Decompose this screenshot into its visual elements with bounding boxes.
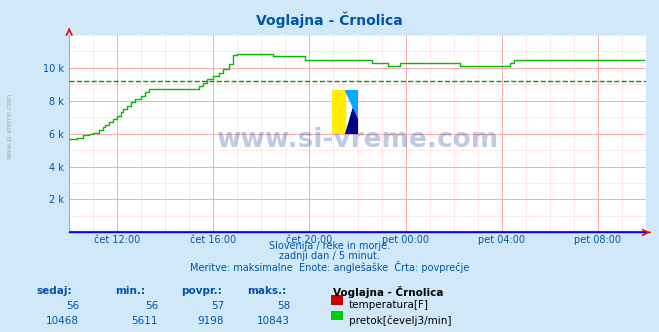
Text: zadnji dan / 5 minut.: zadnji dan / 5 minut. — [279, 251, 380, 261]
Text: povpr.:: povpr.: — [181, 286, 222, 295]
Polygon shape — [345, 90, 358, 119]
Text: maks.:: maks.: — [247, 286, 287, 295]
Text: Voglajna - Črnolica: Voglajna - Črnolica — [256, 12, 403, 28]
Text: 10843: 10843 — [257, 316, 290, 326]
Text: 57: 57 — [211, 301, 224, 311]
Text: temperatura[F]: temperatura[F] — [349, 300, 428, 310]
Text: pretok[čevelj3/min]: pretok[čevelj3/min] — [349, 315, 451, 326]
Text: min.:: min.: — [115, 286, 146, 295]
Text: 10468: 10468 — [46, 316, 79, 326]
Text: www.si-vreme.com: www.si-vreme.com — [216, 126, 499, 153]
Bar — [331, 90, 345, 134]
Text: Voglajna - Črnolica: Voglajna - Črnolica — [333, 286, 444, 297]
Text: 9198: 9198 — [198, 316, 224, 326]
Text: 56: 56 — [145, 301, 158, 311]
Text: Slovenija / reke in morje.: Slovenija / reke in morje. — [269, 241, 390, 251]
Text: 58: 58 — [277, 301, 290, 311]
Polygon shape — [345, 90, 358, 134]
Text: 56: 56 — [66, 301, 79, 311]
Text: www.si-vreme.com: www.si-vreme.com — [7, 93, 13, 159]
Text: sedaj:: sedaj: — [36, 286, 72, 295]
Text: Meritve: maksimalne  Enote: anglešaške  Črta: povprečje: Meritve: maksimalne Enote: anglešaške Čr… — [190, 261, 469, 273]
Text: 5611: 5611 — [132, 316, 158, 326]
